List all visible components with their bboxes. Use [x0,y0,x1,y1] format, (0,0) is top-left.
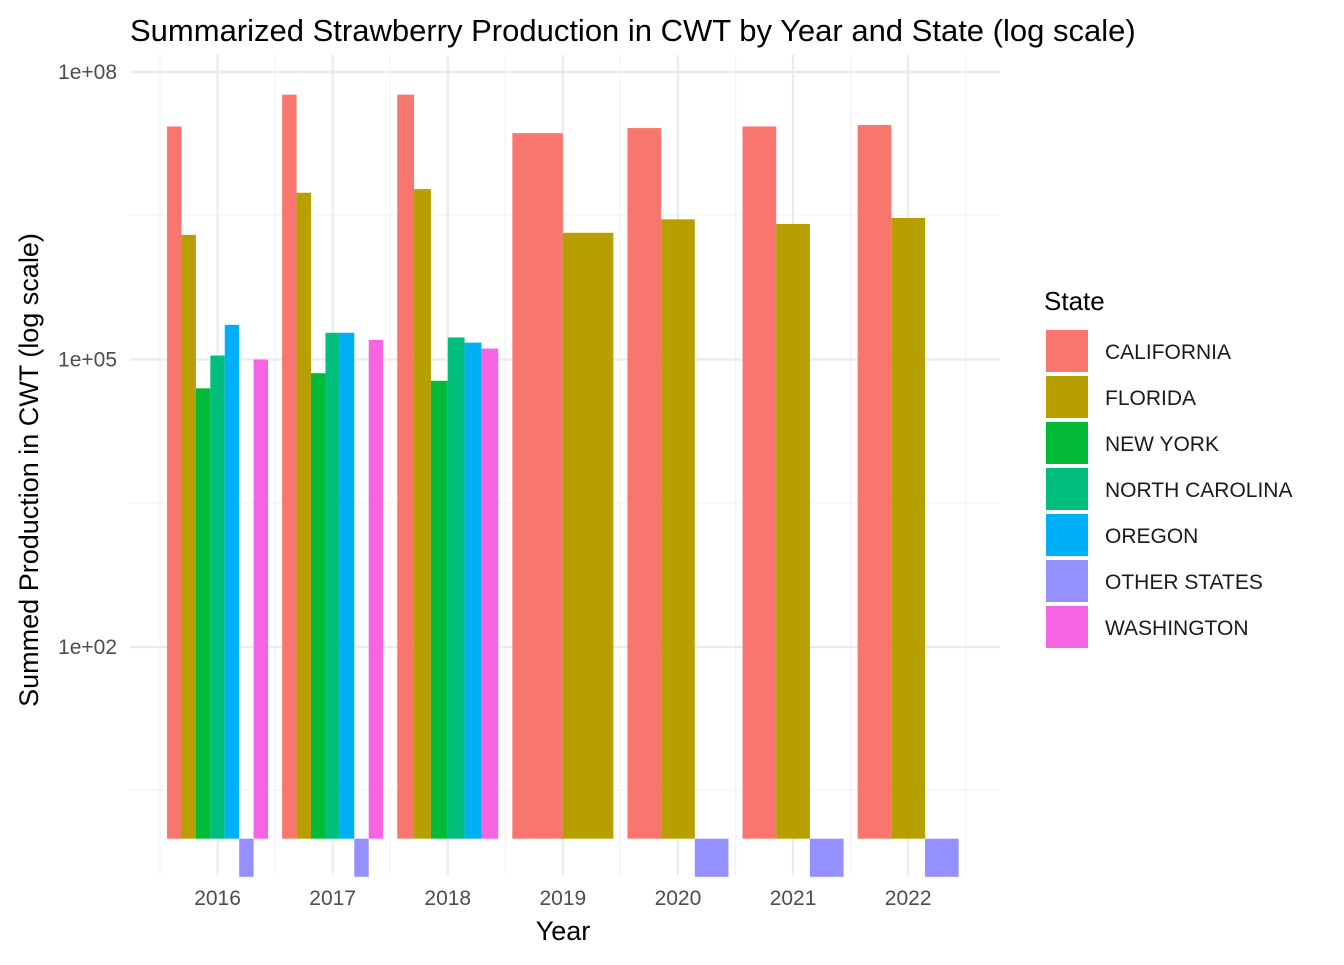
x-tick-label: 2016 [194,887,241,910]
bar-new-york-2018 [430,380,448,839]
tick-layer: 1e+02 1e+05 1e+08 2016 2017 2018 2019 2020 2021 2… [58,61,931,910]
x-tick-label: 2017 [309,887,356,910]
legend-label-new-york: NEW YORK [1105,433,1219,456]
legend-label-washington: WASHINGTON [1105,617,1249,640]
bar-florida-2020 [661,219,695,839]
bar-oregon-2018 [464,342,482,839]
bar-new-york-2016 [195,388,211,839]
bar-other-states-2020 [694,838,729,877]
x-axis-title: Year [536,916,591,946]
y-tick-label: 1e+02 [58,636,117,659]
legend-key-washington [1046,606,1088,648]
bar-north-carolina-2018 [447,337,465,839]
bar-florida-2019 [562,232,614,839]
y-axis-title: Summed Production in CWT (log scale) [14,233,44,707]
legend-title: State [1044,286,1105,316]
bar-north-carolina-2016 [210,355,225,839]
legend-key-california [1046,330,1088,372]
bars-layer [167,94,959,877]
bar-florida-2021 [776,223,810,839]
bar-california-2022 [857,124,892,839]
bar-florida-2017 [296,192,312,839]
bar-california-2019 [512,133,563,839]
legend-label-other-states: OTHER STATES [1105,571,1263,594]
legend-key-other-states [1046,560,1088,602]
legend-label-florida: FLORIDA [1105,387,1196,410]
bar-california-2018 [397,94,415,839]
y-tick-label: 1e+05 [58,349,117,372]
legend-key-florida [1046,376,1088,418]
bar-other-states-2016 [239,838,254,877]
chart-title: Summarized Strawberry Production in CWT … [130,13,1136,48]
bar-florida-2018 [414,189,431,839]
y-tick-label: 1e+08 [58,61,117,84]
bar-california-2021 [742,126,777,839]
legend-label-oregon: OREGON [1105,525,1198,548]
legend-key-new-york [1046,422,1088,464]
bar-new-york-2017 [311,373,326,839]
bar-florida-2022 [891,217,925,839]
bar-california-2020 [627,128,662,839]
x-tick-label: 2020 [655,887,702,910]
bar-washington-2017 [368,339,384,839]
bar-washington-2018 [481,348,499,839]
bar-north-carolina-2017 [325,332,340,839]
bar-other-states-2017 [354,838,369,877]
bar-washington-2016 [253,359,269,839]
legend-key-north-carolina [1046,468,1088,510]
x-tick-label: 2018 [424,887,471,910]
legend-label-north-carolina: NORTH CAROLINA [1105,479,1292,502]
legend-key-oregon [1046,514,1088,556]
bar-other-states-2021 [809,838,844,877]
legend-label-california: CALIFORNIA [1105,341,1231,364]
bar-other-states-2022 [924,838,959,877]
bar-oregon-2017 [339,332,355,839]
bar-california-2017 [282,94,297,839]
bar-california-2016 [167,126,182,839]
legend: State CALIFORNIA FLORIDA NEW YORK NORTH CAR… [1044,286,1292,648]
x-tick-label: 2021 [770,887,817,910]
x-tick-label: 2019 [539,887,586,910]
bar-florida-2016 [181,234,196,839]
bar-oregon-2016 [224,324,240,839]
x-tick-label: 2022 [885,887,932,910]
